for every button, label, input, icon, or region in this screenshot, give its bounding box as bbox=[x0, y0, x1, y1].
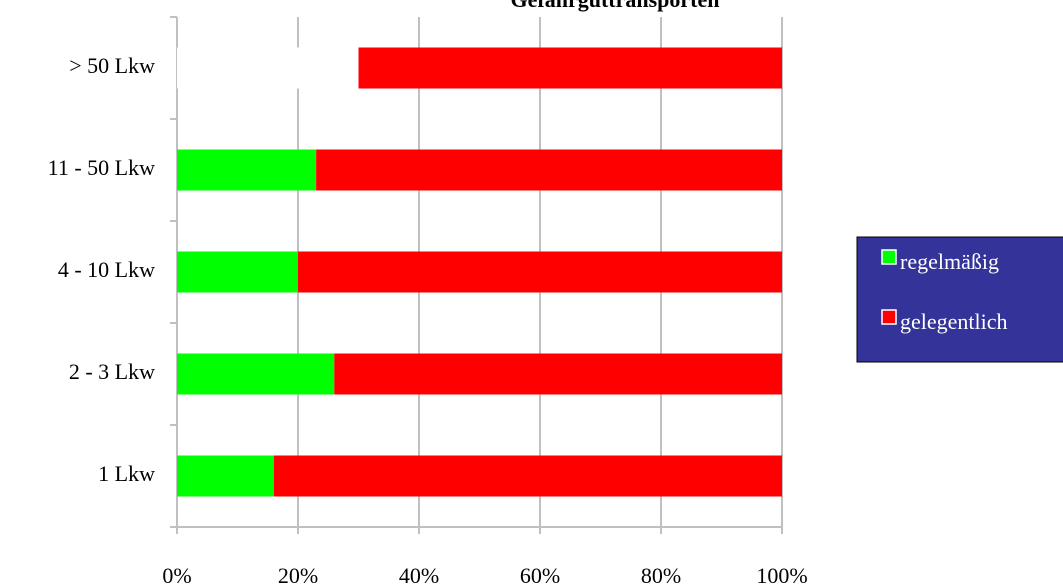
legend-label: gelegentlich bbox=[900, 309, 1008, 334]
legend-swatch bbox=[881, 249, 897, 265]
bar bbox=[298, 251, 782, 293]
chart-title: Gefahrguttransporten bbox=[511, 0, 720, 12]
x-tick-label: 40% bbox=[399, 563, 439, 588]
y-tick-label: 4 - 10 Lkw bbox=[58, 257, 155, 282]
x-tick-label: 60% bbox=[520, 563, 560, 588]
legend-swatch bbox=[881, 309, 897, 325]
y-tick-label: 1 Lkw bbox=[98, 461, 155, 486]
x-tick-label: 80% bbox=[641, 563, 681, 588]
y-tick-label: > 50 Lkw bbox=[69, 53, 155, 78]
bar bbox=[177, 455, 274, 497]
x-tick-label: 100% bbox=[756, 563, 807, 588]
bar bbox=[177, 251, 298, 293]
y-tick-label: 2 - 3 Lkw bbox=[69, 359, 155, 384]
bar bbox=[358, 47, 782, 89]
bar bbox=[177, 149, 317, 191]
bar bbox=[177, 353, 335, 395]
legend-label: regelmäßig bbox=[900, 249, 999, 274]
legend: regelmäßig gelegentlich bbox=[856, 236, 1063, 363]
bar bbox=[316, 149, 782, 191]
bar bbox=[334, 353, 782, 395]
bar bbox=[273, 455, 782, 497]
x-tick-label: 0% bbox=[162, 563, 191, 588]
y-tick-label: 11 - 50 Lkw bbox=[48, 155, 155, 180]
x-tick-label: 20% bbox=[278, 563, 318, 588]
bar bbox=[177, 47, 359, 89]
